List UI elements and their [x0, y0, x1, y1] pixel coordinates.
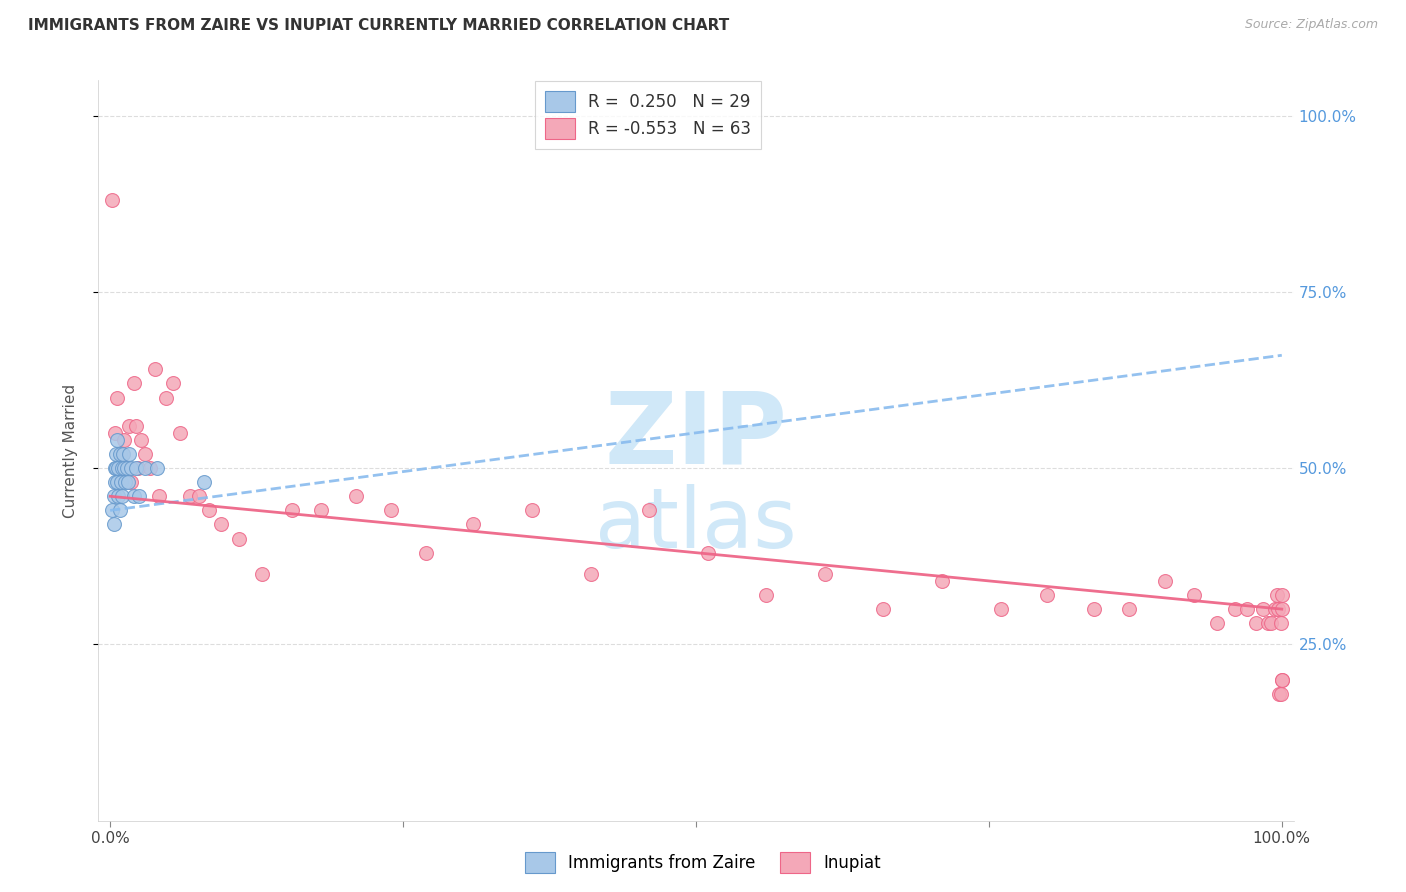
- Legend: R =  0.250   N = 29, R = -0.553   N = 63: R = 0.250 N = 29, R = -0.553 N = 63: [536, 81, 761, 149]
- Point: [1257, 616, 1279, 631]
- Point: [1236, 602, 1258, 616]
- Point: [128, 489, 150, 503]
- Point: [103, 489, 125, 503]
- Point: [415, 546, 437, 560]
- Point: [638, 503, 661, 517]
- Point: [134, 461, 156, 475]
- Point: [1270, 616, 1292, 631]
- Point: [162, 376, 184, 391]
- Point: [179, 489, 201, 503]
- Point: [101, 503, 124, 517]
- Point: [127, 461, 149, 475]
- Y-axis label: Currently Married: Currently Married: [63, 384, 77, 517]
- Point: [281, 503, 304, 517]
- Point: [111, 461, 134, 475]
- Point: [1223, 602, 1246, 616]
- Point: [111, 447, 134, 461]
- Point: [104, 425, 127, 440]
- Point: [1206, 616, 1229, 631]
- Point: [112, 433, 135, 447]
- Point: [1244, 616, 1267, 631]
- Point: [122, 376, 145, 391]
- Point: [148, 489, 170, 503]
- Point: [139, 461, 162, 475]
- Point: [117, 475, 139, 490]
- Point: [111, 489, 134, 503]
- Point: [252, 566, 274, 581]
- Point: [107, 461, 129, 475]
- Text: atlas: atlas: [595, 484, 797, 565]
- Point: [110, 475, 132, 490]
- Point: [814, 566, 837, 581]
- Point: [1270, 687, 1292, 701]
- Point: [696, 546, 718, 560]
- Point: [990, 602, 1012, 616]
- Point: [129, 433, 152, 447]
- Point: [120, 475, 142, 490]
- Point: [1264, 602, 1286, 616]
- Point: [146, 461, 169, 475]
- Point: [520, 503, 543, 517]
- Point: [108, 447, 131, 461]
- Point: [1118, 602, 1140, 616]
- Point: [115, 461, 138, 475]
- Point: [380, 503, 402, 517]
- Point: [107, 489, 129, 503]
- Point: [1271, 673, 1294, 687]
- Point: [112, 447, 135, 461]
- Point: [193, 475, 215, 490]
- Point: [228, 532, 250, 546]
- Point: [1271, 602, 1294, 616]
- Point: [114, 475, 136, 490]
- Point: [188, 489, 211, 503]
- Point: [1251, 602, 1274, 616]
- Point: [1268, 687, 1291, 701]
- Point: [579, 566, 602, 581]
- Point: [134, 447, 156, 461]
- Point: [125, 418, 148, 433]
- Point: [1267, 602, 1289, 616]
- Point: [118, 447, 141, 461]
- Point: [1036, 588, 1059, 602]
- Text: ZIP: ZIP: [605, 387, 787, 484]
- Point: [105, 391, 128, 405]
- Point: [105, 433, 128, 447]
- Point: [344, 489, 367, 503]
- Text: Source: ZipAtlas.com: Source: ZipAtlas.com: [1244, 18, 1378, 31]
- Point: [463, 517, 485, 532]
- Point: [105, 461, 128, 475]
- Point: [1260, 616, 1282, 631]
- Point: [118, 418, 141, 433]
- Point: [1271, 673, 1294, 687]
- Point: [1153, 574, 1175, 588]
- Point: [125, 461, 148, 475]
- Point: [1265, 588, 1288, 602]
- Point: [108, 461, 131, 475]
- Point: [1271, 588, 1294, 602]
- Point: [105, 475, 128, 490]
- Point: [872, 602, 894, 616]
- Point: [122, 489, 145, 503]
- Point: [1083, 602, 1105, 616]
- Text: IMMIGRANTS FROM ZAIRE VS INUPIAT CURRENTLY MARRIED CORRELATION CHART: IMMIGRANTS FROM ZAIRE VS INUPIAT CURRENT…: [28, 18, 730, 33]
- Point: [115, 461, 138, 475]
- Point: [197, 503, 219, 517]
- Point: [155, 391, 177, 405]
- Point: [169, 425, 191, 440]
- Point: [120, 461, 142, 475]
- Point: [755, 588, 778, 602]
- Point: [143, 362, 166, 376]
- Point: [104, 475, 127, 490]
- Point: [931, 574, 953, 588]
- Point: [309, 503, 332, 517]
- Point: [108, 503, 131, 517]
- Legend: Immigrants from Zaire, Inupiat: Immigrants from Zaire, Inupiat: [517, 846, 889, 880]
- Point: [103, 517, 125, 532]
- Point: [1182, 588, 1205, 602]
- Point: [112, 461, 135, 475]
- Point: [105, 447, 128, 461]
- Point: [104, 461, 127, 475]
- Point: [211, 517, 233, 532]
- Point: [101, 193, 124, 207]
